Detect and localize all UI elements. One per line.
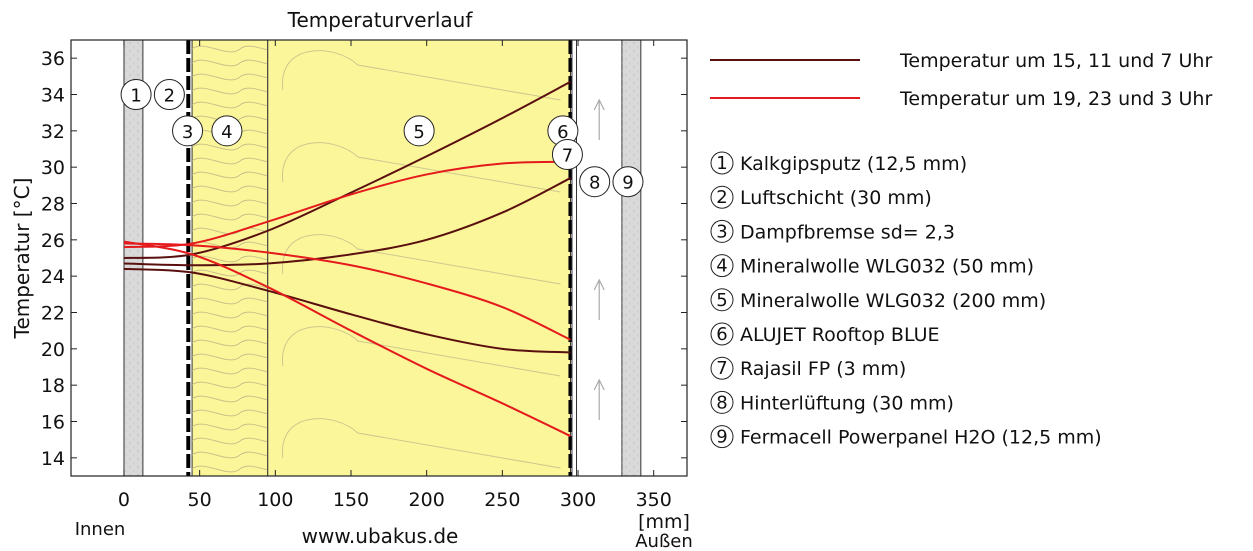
layer-marker-number: 4 [221, 122, 232, 143]
layer-legend-label: Dampfbremse sd= 2,3 [740, 221, 955, 243]
layer-legend-circle [710, 425, 734, 449]
layer-legend: 1 Kalkgipsputz (12,5 mm) 2 Luftschicht (30 … [710, 151, 1102, 449]
insulation-lobe [282, 326, 561, 377]
plot-frame [70, 39, 688, 477]
layer-legend-label: Rajasil FP (3 mm) [740, 358, 906, 380]
y-tick-label: 26 [41, 230, 65, 252]
legend-label: Temperatur um 15, 11 und 7 Uhr [899, 50, 1212, 72]
layer-legend-circle [710, 356, 734, 380]
temperature-curve-s1-2 [123, 177, 571, 267]
x-axis-unit: [mm] [638, 511, 690, 533]
layer-marker-circle [153, 79, 185, 110]
layer-fermacell-texture [621, 40, 641, 476]
layer-legend-circle [710, 254, 734, 278]
layer-legend-circle [710, 390, 734, 414]
layer-legend-number: 1 [716, 153, 727, 174]
layer-number-markers: 1 23 4 5 678 9 [120, 79, 644, 198]
layer-marker-circle [172, 115, 204, 147]
layer-legend-circle [710, 185, 734, 209]
y-tick-label: 24 [41, 266, 65, 288]
x-axis: 0 50 100 150 200 250 300 350 [118, 40, 672, 511]
legend: Temperatur um 15, 11 und 7 Uhr Temperatur… [710, 50, 1212, 110]
insulation-lobe [282, 50, 561, 101]
watermark-url: www.ubakus.de [302, 524, 459, 548]
layer-marker-number: 6 [557, 122, 568, 143]
layer-legend-circle [710, 288, 734, 312]
outside-label: Außen [635, 531, 693, 551]
layer-legend-number: 6 [716, 324, 727, 345]
layer-legend-label: ALUJET Rooftop BLUE [740, 324, 940, 346]
inside-label: Innen [75, 519, 126, 540]
x-tick-label: 350 [636, 489, 672, 511]
y-axis-label: Temperatur [°C] [10, 178, 34, 340]
layer-legend-label: Mineralwolle WLG032 (200 mm) [740, 290, 1046, 312]
x-tick-label: 50 [188, 489, 212, 511]
layer-legend-label: Mineralwolle WLG032 (50 mm) [740, 256, 1034, 278]
layer-marker-circle [403, 115, 435, 147]
temperature-curve-s2-2 [123, 242, 571, 341]
temperature-curve-s2-1 [123, 160, 571, 249]
x-tick-label: 0 [118, 489, 130, 511]
layer-legend-number: 3 [716, 221, 727, 242]
y-tick-label: 18 [41, 375, 65, 397]
x-tick-label: 250 [484, 489, 520, 511]
layer-legend-circle [710, 322, 734, 346]
layer-marker-number: 5 [413, 122, 424, 143]
layer-legend-circle [710, 151, 734, 175]
x-tick-label: 200 [409, 489, 445, 511]
layer-marker-circle [551, 138, 583, 170]
insulation-lobe [282, 234, 561, 285]
ventilation-arrow-icon [593, 278, 605, 320]
insulation-lobe [282, 142, 561, 193]
ventilation-arrow-icon [593, 98, 605, 140]
layer-rajasil [571, 40, 578, 476]
y-tick-label: 16 [41, 412, 65, 434]
y-tick-label: 34 [41, 85, 65, 107]
layer-legend-circle [710, 219, 734, 243]
layer-legend-label: Hinterlüftung (30 mm) [740, 392, 954, 414]
y-tick-label: 14 [41, 448, 65, 470]
layer-marker-number: 1 [130, 86, 141, 107]
layer-legend-number: 8 [716, 392, 727, 413]
y-tick-label: 22 [41, 303, 65, 325]
chart-title: Temperaturverlauf [287, 8, 474, 32]
layer-marker-circle [211, 115, 243, 147]
layer-marker-number: 9 [622, 173, 633, 194]
x-tick-label: 150 [333, 489, 369, 511]
layer-marker-circle [120, 79, 152, 110]
legend-label: Temperatur um 19, 23 und 3 Uhr [899, 88, 1212, 110]
layer-legend-number: 7 [716, 358, 727, 379]
layer-legend-number: 2 [716, 187, 727, 208]
x-tick-label: 300 [560, 489, 596, 511]
y-tick-label: 36 [41, 48, 65, 70]
y-tick-label: 28 [41, 194, 65, 216]
layer-marker-circle [612, 166, 644, 198]
x-tick-label: 100 [257, 489, 293, 511]
layer-legend-number: 5 [716, 290, 727, 311]
layer-marker-number: 3 [182, 122, 193, 143]
y-tick-label: 20 [41, 339, 65, 361]
layer-marker-number: 2 [164, 86, 175, 107]
temperature-curves [123, 80, 571, 437]
y-tick-label: 30 [41, 157, 65, 179]
layer-legend-label: Fermacell Powerpanel H2O (12,5 mm) [740, 427, 1102, 449]
layer-marker-number: 8 [589, 173, 600, 194]
layer-marker-circle [579, 166, 611, 198]
layer-marker-number: 7 [562, 145, 573, 166]
layer-legend-number: 4 [716, 256, 727, 277]
y-tick-label: 32 [41, 121, 65, 143]
insulation-lobe [282, 418, 561, 469]
ventilation-arrow-icon [593, 378, 605, 420]
layer-legend-label: Luftschicht (30 mm) [740, 187, 932, 209]
temperature-curve-s1-3 [123, 267, 571, 354]
layer-legend-number: 9 [716, 427, 727, 448]
layer-legend-label: Kalkgipsputz (12,5 mm) [740, 153, 967, 175]
temperature-curve-s2-3 [123, 240, 571, 437]
